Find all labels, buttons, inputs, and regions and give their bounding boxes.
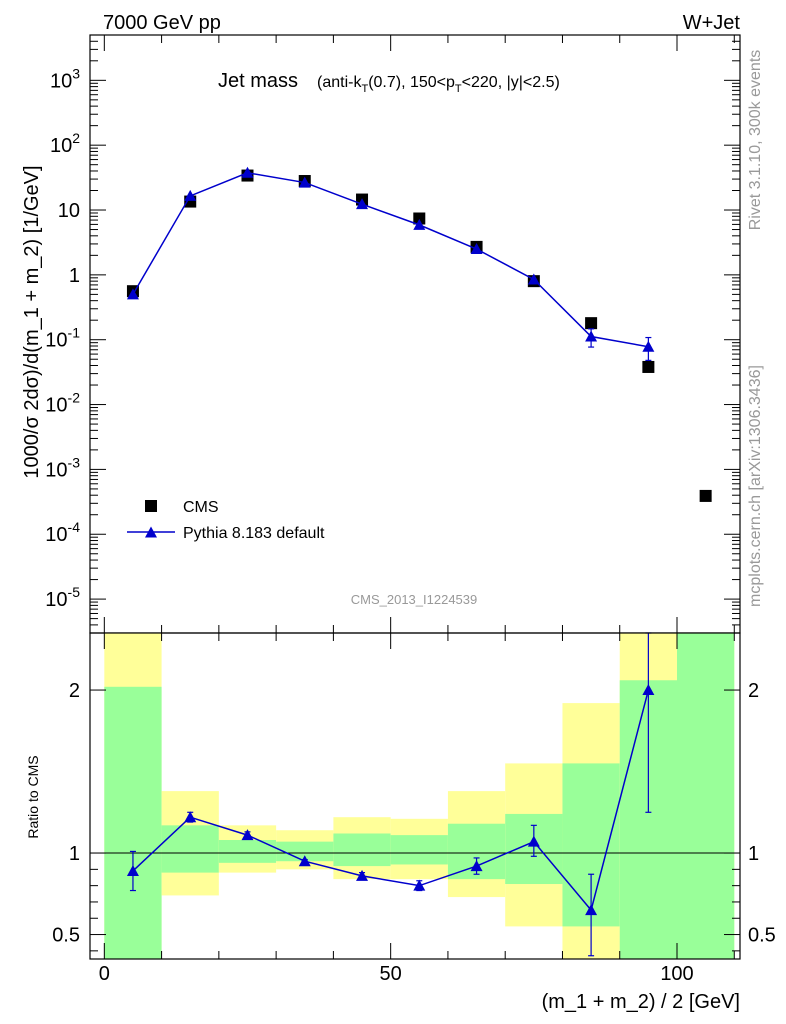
legend-mc-label: Pythia 8.183 default [183, 525, 325, 542]
ratio-point [241, 829, 254, 841]
main-ytick-label: 10-5 [45, 584, 80, 611]
ratio-point [298, 855, 311, 867]
ratio-band-inner [218, 840, 277, 863]
header-right: W+Jet [683, 12, 741, 34]
cms-point [413, 212, 426, 225]
ratio-ylabel: Ratio to CMS [25, 755, 41, 838]
main-ytick-label: 1 [69, 265, 80, 287]
ratio-point [413, 879, 426, 891]
pythia-point [298, 176, 311, 188]
ratio-frame [89, 632, 741, 960]
main-ytick-label: 10 [58, 200, 80, 222]
main-ytick-label: 102 [50, 130, 80, 157]
main-ytick-label: 10-4 [45, 519, 80, 546]
pythia-point [642, 340, 655, 352]
ratio-ytick-label-left: 0.5 [52, 925, 80, 947]
pythia-line [132, 172, 649, 348]
ratio-xtick-label: 50 [380, 963, 402, 985]
ratio-point [184, 811, 197, 823]
ratio-ytick-label-left: 1 [69, 843, 80, 865]
cms-point [642, 360, 655, 373]
legend-cms-label: CMS [183, 499, 219, 516]
ratio-point [470, 860, 483, 872]
ratio-xlabel: (m_1 + m_2) / 2 [GeV] [542, 991, 740, 1013]
analysis-watermark: CMS_2013_I1224539 [351, 592, 478, 607]
rivet-label: Rivet 3.1.10, 300k events [747, 50, 764, 231]
main-ytick-label: 10-2 [45, 390, 80, 417]
ratio-band-inner [104, 686, 162, 959]
ratio-line [132, 689, 650, 912]
ratio-xtick-label: 0 [99, 963, 110, 985]
header-left: 7000 GeV pp [103, 12, 221, 34]
main-ytick-label: 10-3 [45, 454, 80, 481]
ratio-band-inner [161, 825, 219, 873]
ratio-point [527, 835, 540, 847]
ratio-ytick-label-right: 2 [748, 680, 759, 702]
legend: CMS Pythia 8.183 default [127, 499, 325, 542]
pythia-point [356, 198, 369, 210]
cms-point [585, 317, 598, 330]
pythia-point [241, 166, 254, 178]
main-ytick-label: 103 [50, 65, 80, 92]
pythia-point [413, 218, 426, 230]
main-ylabel: 1000/σ 2dσ)/d(m_1 + m_2) [1/GeV] [21, 165, 43, 478]
ratio-band-inner [333, 833, 391, 867]
pythia-point [470, 243, 483, 255]
ratio-ytick-label-right: 0.5 [748, 925, 776, 947]
cms-point [699, 489, 712, 502]
pythia-point [527, 273, 540, 285]
main-frame [89, 34, 741, 634]
legend-mc-marker [145, 526, 157, 538]
plot-subtitle: (anti-kT(0.7), 150<pT<220, |y|<2.5) [317, 74, 560, 95]
ratio-ytick-label-right: 1 [748, 843, 759, 865]
ratio-band-inner [276, 841, 334, 862]
ratio-axes: 0 50 100 0.5 0.5 1 1 2 2 [52, 633, 776, 985]
ratio-point [126, 864, 139, 876]
ratio-band-inner [677, 633, 735, 959]
ratio-plot-area [90, 632, 740, 959]
legend-cms-marker [145, 500, 157, 512]
ratio-band-inner [390, 835, 448, 865]
pythia-point [184, 189, 197, 201]
main-plot-area [126, 166, 712, 502]
ratio-point [642, 684, 655, 696]
ratio-xtick-label: 100 [660, 963, 693, 985]
pythia-point [585, 330, 598, 342]
main-ytick-label: 10-1 [45, 325, 80, 352]
ratio-panel: Ratio to CMS 0 50 100 0.5 0.5 1 1 2 2 (m_1 + m_2… [25, 632, 776, 1013]
main-x-axis-ticks [103, 35, 735, 633]
main-panel: 1000/σ 2dσ)/d(m_1 + m_2) [1/GeV] 103 102 1… [21, 34, 741, 634]
pythia-point [126, 288, 139, 300]
mcplots-label: mcplots.cern.ch [arXiv:1306.3436] [747, 365, 764, 607]
ratio-ytick-label-left: 2 [69, 680, 80, 702]
plot-title: Jet mass [218, 70, 298, 92]
ratio-point [585, 904, 598, 916]
ratio-point [356, 869, 369, 881]
